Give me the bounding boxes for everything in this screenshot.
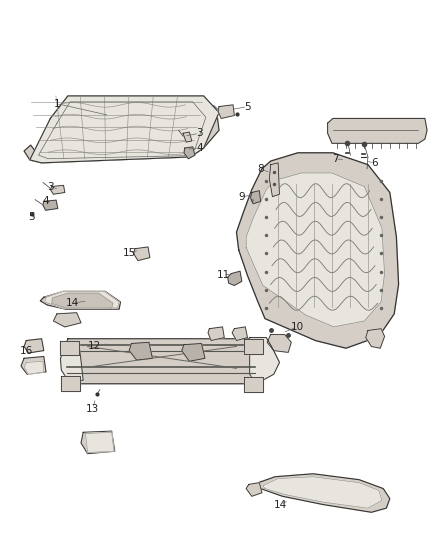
Polygon shape bbox=[246, 173, 385, 327]
Text: 14: 14 bbox=[274, 499, 287, 510]
Polygon shape bbox=[60, 339, 279, 384]
Text: 1: 1 bbox=[53, 99, 60, 109]
Polygon shape bbox=[184, 147, 195, 159]
Polygon shape bbox=[24, 361, 44, 374]
Text: 11: 11 bbox=[217, 270, 230, 280]
Polygon shape bbox=[61, 376, 80, 391]
Polygon shape bbox=[24, 96, 219, 163]
Polygon shape bbox=[21, 357, 46, 374]
Polygon shape bbox=[60, 341, 79, 356]
Polygon shape bbox=[251, 191, 261, 204]
Text: 13: 13 bbox=[86, 403, 99, 414]
Text: 5: 5 bbox=[28, 212, 35, 222]
Polygon shape bbox=[244, 340, 263, 354]
Polygon shape bbox=[129, 342, 152, 360]
Polygon shape bbox=[269, 163, 279, 197]
Text: 16: 16 bbox=[20, 345, 33, 356]
Text: 15: 15 bbox=[123, 248, 136, 259]
Polygon shape bbox=[40, 292, 120, 309]
Polygon shape bbox=[263, 477, 382, 508]
Polygon shape bbox=[85, 432, 114, 453]
Text: 4: 4 bbox=[42, 196, 49, 206]
Polygon shape bbox=[52, 293, 113, 308]
Polygon shape bbox=[81, 431, 115, 454]
Polygon shape bbox=[232, 327, 247, 341]
Polygon shape bbox=[366, 329, 385, 348]
Polygon shape bbox=[183, 132, 192, 142]
Text: 4: 4 bbox=[196, 143, 203, 153]
Polygon shape bbox=[208, 327, 224, 341]
Text: 5: 5 bbox=[244, 102, 251, 111]
Polygon shape bbox=[328, 118, 427, 143]
Polygon shape bbox=[134, 247, 150, 261]
Text: 14: 14 bbox=[66, 298, 79, 308]
Polygon shape bbox=[218, 105, 234, 118]
Text: 12: 12 bbox=[88, 342, 101, 351]
Polygon shape bbox=[250, 337, 279, 384]
Polygon shape bbox=[182, 343, 205, 361]
Text: 8: 8 bbox=[257, 164, 264, 174]
Text: 3: 3 bbox=[196, 128, 203, 138]
Polygon shape bbox=[45, 292, 119, 308]
Text: 9: 9 bbox=[238, 192, 245, 202]
Polygon shape bbox=[237, 153, 399, 348]
Polygon shape bbox=[267, 335, 291, 352]
Polygon shape bbox=[43, 200, 58, 210]
Polygon shape bbox=[60, 350, 83, 382]
Text: 3: 3 bbox=[47, 182, 54, 191]
Polygon shape bbox=[246, 483, 262, 496]
Text: 6: 6 bbox=[371, 158, 378, 168]
Polygon shape bbox=[228, 271, 242, 286]
Polygon shape bbox=[24, 339, 44, 353]
Text: 10: 10 bbox=[290, 322, 304, 332]
Polygon shape bbox=[53, 313, 81, 327]
Polygon shape bbox=[258, 474, 390, 512]
Text: 7: 7 bbox=[332, 154, 339, 164]
Polygon shape bbox=[30, 96, 219, 163]
Polygon shape bbox=[244, 377, 263, 392]
Polygon shape bbox=[50, 185, 65, 194]
